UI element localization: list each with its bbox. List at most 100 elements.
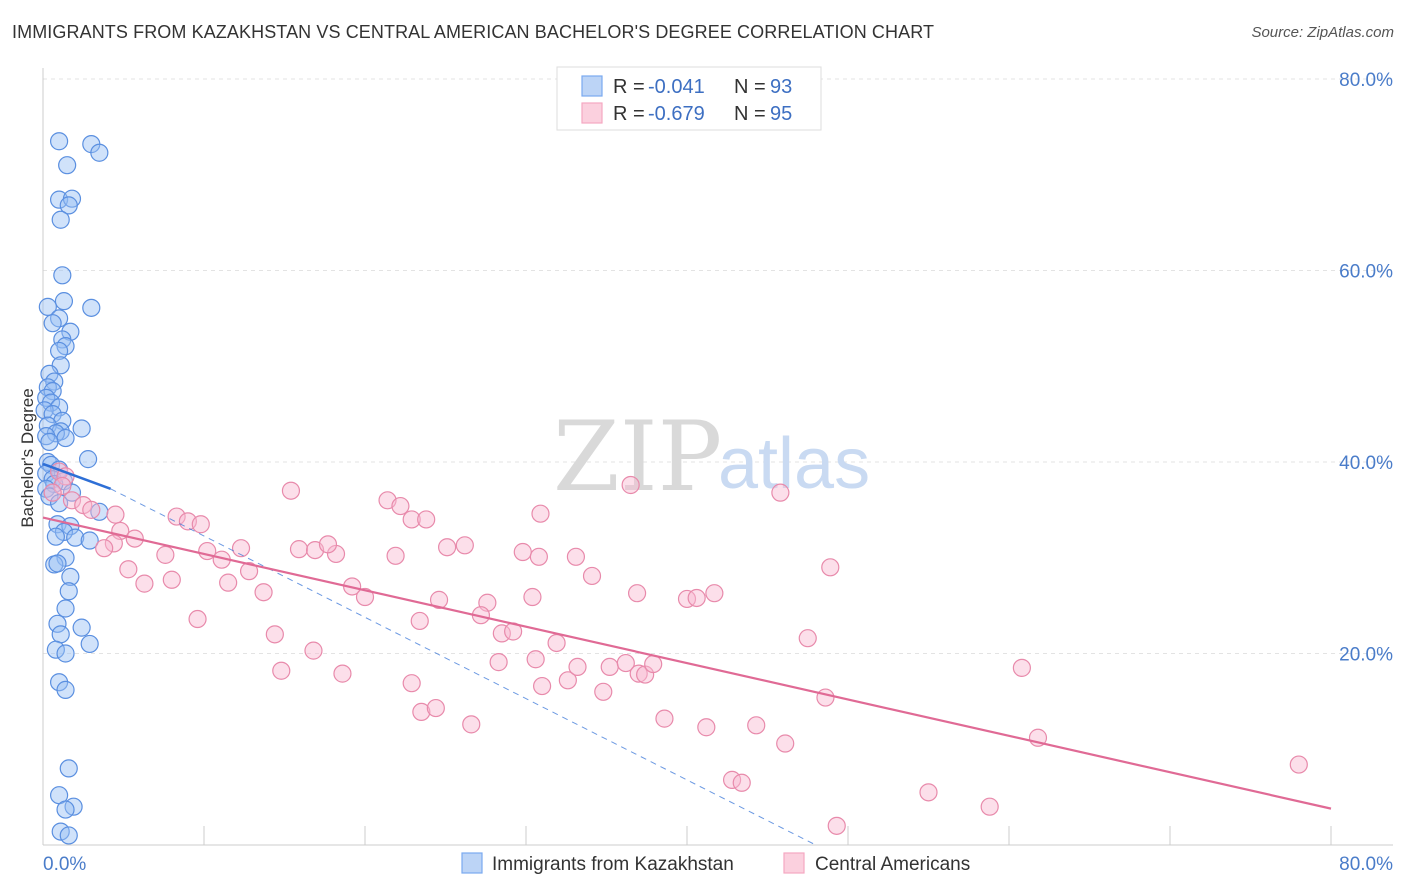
point-central-americans-81 [747,716,766,735]
point-central-americans-82 [771,483,790,502]
legend-n-value-kazakhstan: 93 [770,76,792,98]
series-legend: Immigrants from Kazakhstan Central Ameri… [461,852,970,875]
point-central-americans-88 [919,783,938,802]
point-central-americans-54 [489,653,508,672]
point-kazakhstan-6 [59,196,78,215]
watermark-atlas: atlas [718,424,870,504]
legend-swatch-central-americans [581,102,603,124]
point-central-americans-24 [254,583,273,602]
point-central-americans-84 [798,629,817,648]
point-central-americans-89 [980,797,999,816]
point-central-americans-59 [526,650,545,669]
point-central-americans-41 [386,546,405,565]
point-central-americans-75 [677,589,697,609]
point-central-americans-83 [776,734,795,753]
point-kazakhstan-60 [56,599,75,618]
point-kazakhstan-57 [48,554,67,573]
watermark-zip: ZIP [553,401,722,513]
point-kazakhstan-45 [62,483,82,502]
point-central-americans-39 [402,510,421,529]
point-kazakhstan-30 [72,419,91,438]
point-central-americans-62 [558,671,577,690]
point-kazakhstan-36 [78,450,98,469]
point-central-americans-90 [1012,658,1031,677]
point-central-americans-26 [265,625,284,644]
data-points [35,132,1308,845]
y-tick-label-1: 40.0% [1339,453,1393,474]
y-axis-label: Bachelor's Degree [18,388,37,527]
point-central-americans-58 [531,504,550,523]
point-central-americans-73 [627,584,647,603]
legend-swatch-kazakhstan [581,75,603,97]
y-tick-labels: 20.0% 40.0% 60.0% 80.0% [1339,70,1393,666]
point-central-americans-92 [1289,755,1308,774]
point-kazakhstan-34 [56,428,75,448]
legend-n-label-central-americans: N = [734,103,766,125]
point-kazakhstan-74 [59,826,78,845]
trend-lines [42,462,1332,846]
chart-title: IMMIGRANTS FROM KAZAKHSTAN VS CENTRAL AM… [12,22,935,42]
point-kazakhstan-53 [66,528,85,547]
point-kazakhstan-22 [43,382,62,401]
point-central-americans-48 [455,536,474,555]
point-kazakhstan-3 [58,156,77,175]
point-kazakhstan-8 [53,266,72,285]
point-kazakhstan-11 [38,297,57,316]
point-central-americans-32 [281,481,301,500]
point-central-americans-34 [355,587,375,607]
point-kazakhstan-4 [49,190,69,209]
point-central-americans-2 [53,476,72,496]
bottom-legend-swatch-central-americans [783,852,805,874]
point-central-americans-60 [547,633,566,653]
point-central-americans-20 [239,562,259,581]
point-central-americans-15 [95,539,114,558]
point-central-americans-70 [629,664,648,683]
point-kazakhstan-68 [56,680,75,699]
legend-r-value-central-americans: -0.679 [648,103,705,125]
point-central-americans-4 [62,491,82,510]
legend-r-label-central-americans: R = [613,103,645,125]
point-central-americans-23 [135,574,154,593]
point-kazakhstan-7 [51,210,70,229]
chart-source: Source: ZipAtlas.com [1251,24,1394,41]
point-central-americans-8 [167,507,186,526]
point-central-americans-49 [462,715,481,734]
watermark: ZIP atlas [553,401,870,513]
point-central-americans-66 [594,682,613,701]
point-kazakhstan-9 [54,292,74,311]
point-kazakhstan-33 [37,427,56,446]
trend-line-central-americans [42,516,1332,810]
point-central-americans-21 [162,570,181,589]
point-kazakhstan-65 [46,640,65,659]
legend-n-value-central-americans: 95 [770,103,792,125]
point-kazakhstan-72 [56,800,75,819]
point-central-americans-57 [523,587,542,607]
point-central-americans-35 [304,641,323,660]
point-central-americans-38 [391,496,410,516]
point-kazakhstan-0 [49,132,69,151]
point-kazakhstan-54 [80,531,99,550]
point-kazakhstan-59 [59,582,78,601]
point-central-americans-77 [697,718,716,737]
point-kazakhstan-27 [43,405,62,424]
point-central-americans-78 [705,584,724,603]
point-central-americans-28 [289,540,309,559]
point-central-americans-7 [106,505,125,524]
point-kazakhstan-52 [46,527,65,546]
point-central-americans-14 [231,539,251,558]
point-central-americans-69 [616,653,635,673]
point-central-americans-72 [644,654,663,674]
legend-n-label-kazakhstan: N = [734,76,766,98]
point-central-americans-25 [188,609,207,629]
point-central-americans-13 [104,534,123,553]
point-central-americans-65 [568,657,587,677]
point-central-americans-74 [655,709,674,728]
x-tick-label-min: 0.0% [43,854,86,875]
point-kazakhstan-66 [56,644,75,663]
point-central-americans-87 [827,816,846,835]
point-central-americans-55 [513,542,532,562]
trend-line-kazakhstan [42,462,112,490]
point-central-americans-86 [821,558,840,577]
bottom-legend-swatch-kazakhstan [461,852,483,874]
